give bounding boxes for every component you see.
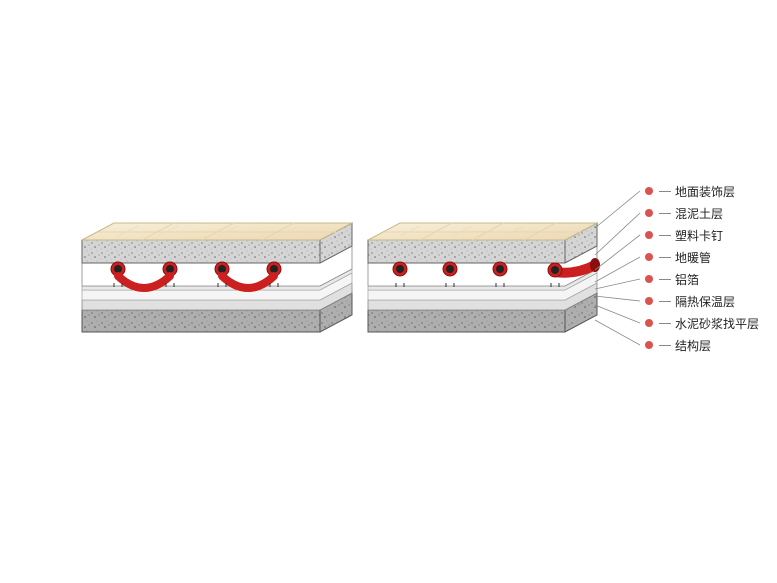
legend-row: 混泥土层 [645, 202, 759, 224]
left-block [82, 223, 352, 332]
legend-row: 塑料卡钉 [645, 224, 759, 246]
legend-dot [645, 297, 653, 305]
legend-label: 隔热保温层 [675, 293, 735, 310]
legend-label: 结构层 [675, 337, 711, 354]
legend-tick [659, 235, 671, 236]
legend-dot [645, 231, 653, 239]
legend-tick [659, 301, 671, 302]
legend-tick [659, 213, 671, 214]
legend-label: 水泥砂浆找平层 [675, 315, 759, 332]
legend-tick [659, 191, 671, 192]
legend-row: 结构层 [645, 334, 759, 356]
legend-dot [645, 209, 653, 217]
legend-label: 地面装饰层 [675, 183, 735, 200]
legend-dot [645, 275, 653, 283]
legend-tick [659, 257, 671, 258]
legend-row: 地面装饰层 [645, 180, 759, 202]
legend-tick [659, 279, 671, 280]
diagram-canvas: 地面装饰层混泥土层塑料卡钉地暖管铝箔隔热保温层水泥砂浆找平层结构层 [0, 0, 777, 583]
legend-tick [659, 345, 671, 346]
legend-row: 铝箔 [645, 268, 759, 290]
legend-row: 地暖管 [645, 246, 759, 268]
layer-legend: 地面装饰层混泥土层塑料卡钉地暖管铝箔隔热保温层水泥砂浆找平层结构层 [645, 180, 759, 356]
legend-row: 水泥砂浆找平层 [645, 312, 759, 334]
right-block [368, 223, 600, 332]
legend-dot [645, 187, 653, 195]
legend-label: 塑料卡钉 [675, 227, 723, 244]
leader-lines [595, 191, 640, 345]
legend-label: 铝箔 [675, 271, 699, 288]
legend-label: 混泥土层 [675, 205, 723, 222]
legend-dot [645, 253, 653, 261]
legend-label: 地暖管 [675, 249, 711, 266]
legend-dot [645, 341, 653, 349]
legend-tick [659, 323, 671, 324]
legend-row: 隔热保温层 [645, 290, 759, 312]
legend-dot [645, 319, 653, 327]
